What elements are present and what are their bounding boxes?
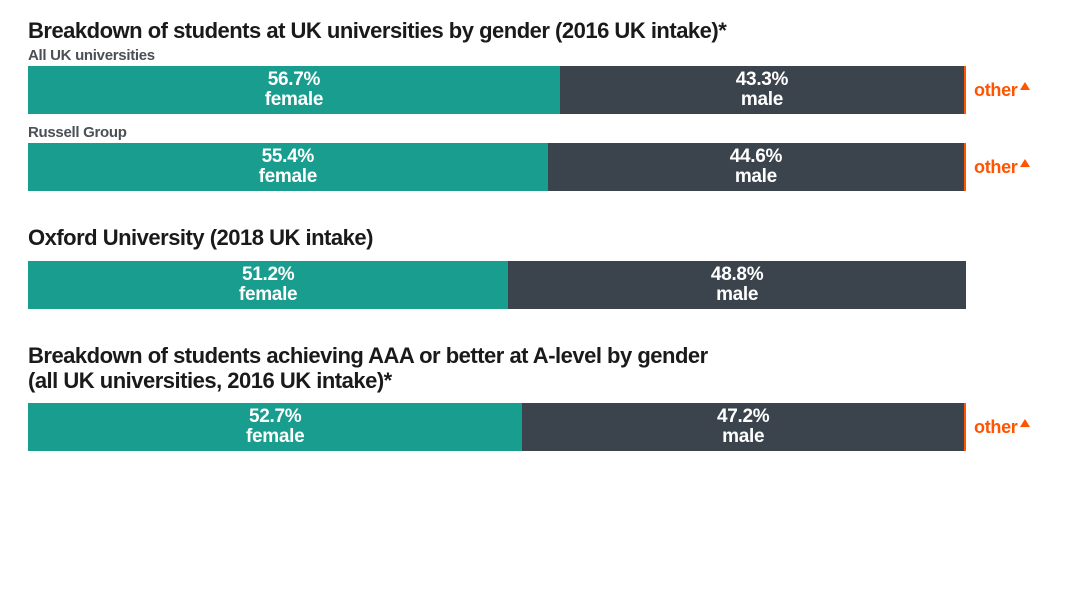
segment-value: 56.7% [268,70,320,90]
segment-category: female [259,167,317,187]
segment-value: 43.3% [736,70,788,90]
section-gap [28,191,1052,225]
segment-female: 56.7%female [28,66,560,114]
segment-male: 47.2%male [522,403,964,451]
segment-value: 48.8% [711,265,763,285]
segment-category: female [239,285,297,305]
segment-category: female [265,90,323,110]
section-title-line: Oxford University (2018 UK intake) [28,225,1052,250]
segment-female: 51.2%female [28,261,508,309]
bar-row: 52.7%female47.2%maleother [28,403,1052,451]
bar-area: 52.7%female47.2%male [28,403,966,451]
bar-row: 56.7%female43.3%maleother [28,66,1052,114]
bar-area: 55.4%female44.6%male [28,143,966,191]
segment-male: 44.6%male [548,143,964,191]
segment-female: 55.4%female [28,143,548,191]
bar-row: 55.4%female44.6%maleother [28,143,1052,191]
bar-area: 56.7%female43.3%male [28,66,966,114]
segment-value: 44.6% [730,147,782,167]
section-title: Breakdown of students at UK universities… [28,18,1052,43]
other-label: other [966,66,1036,114]
triangle-up-icon [1020,82,1030,90]
section-title: Breakdown of students achieving AAA or b… [28,343,1052,394]
segment-value: 51.2% [242,265,294,285]
segment-category: male [716,285,758,305]
segment-value: 47.2% [717,407,769,427]
bar-area: 51.2%female48.8%male [28,261,966,309]
segment-category: male [741,90,783,110]
other-label: other [966,143,1036,191]
segment-category: female [246,427,304,447]
section-title-line: Breakdown of students at UK universities… [28,18,1052,43]
other-label-text: other [974,417,1018,438]
bar-sublabel: All UK universities [28,47,1052,64]
triangle-up-icon [1020,419,1030,427]
triangle-up-icon [1020,159,1030,167]
other-label-text: other [974,157,1018,178]
segment-male: 43.3%male [560,66,964,114]
other-label-text: other [974,80,1018,101]
segment-value: 55.4% [262,147,314,167]
section-title: Oxford University (2018 UK intake) [28,225,1052,250]
segment-female: 52.7%female [28,403,522,451]
section-gap [28,309,1052,343]
segment-category: male [735,167,777,187]
bar-row: 51.2%female48.8%male [28,261,1052,309]
section-title-line: (all UK universities, 2016 UK intake)* [28,368,1052,393]
bar-sublabel: Russell Group [28,124,1052,141]
segment-value: 52.7% [249,407,301,427]
chart-root: Breakdown of students at UK universities… [28,18,1052,451]
segment-category: male [722,427,764,447]
segment-male: 48.8%male [508,261,966,309]
other-label: other [966,403,1036,451]
section-title-line: Breakdown of students achieving AAA or b… [28,343,1052,368]
